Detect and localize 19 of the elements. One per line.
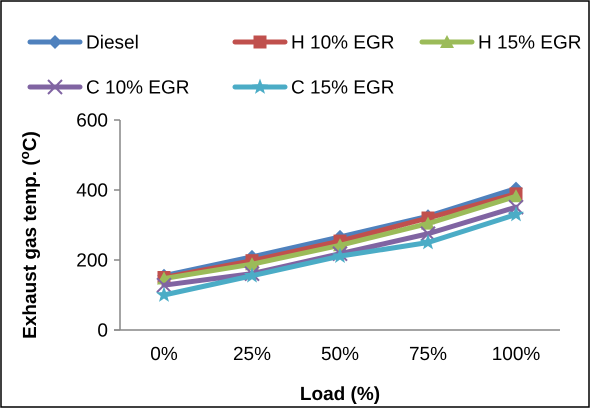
y-tick-label: 400 — [76, 180, 108, 202]
y-tick-label: 0 — [97, 320, 108, 342]
x-axis-title: Load (%) — [300, 384, 380, 405]
legend-label: Diesel — [86, 32, 139, 54]
x-tick-label: 0% — [150, 344, 178, 365]
y-tick-label: 200 — [76, 250, 108, 272]
legend-label: H 10% EGR — [291, 32, 394, 54]
point — [420, 226, 436, 242]
x-tick-label: 25% — [232, 344, 272, 365]
legend-label: C 10% EGR — [86, 78, 190, 99]
x-tick-label: 50% — [320, 344, 360, 365]
x-tick-label: 100% — [492, 344, 540, 365]
point — [508, 206, 524, 222]
point — [156, 277, 172, 294]
legend-label: H 15% EGR — [478, 32, 582, 54]
y-tick-label: 600 — [76, 110, 108, 132]
legend-label: C 15% EGR — [291, 78, 394, 99]
point — [508, 199, 524, 216]
x-tick-label: 75% — [408, 344, 448, 365]
